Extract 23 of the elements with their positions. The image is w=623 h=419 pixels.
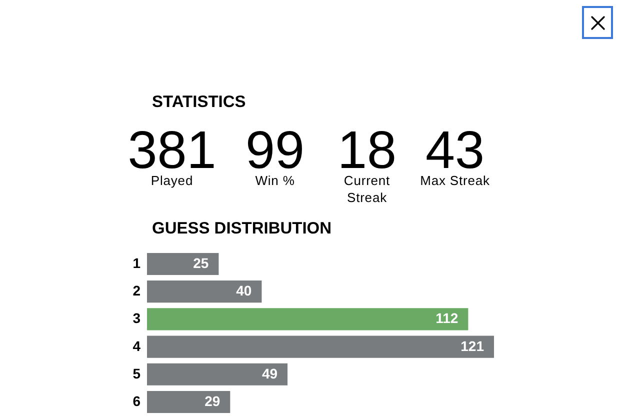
data-label: 121 <box>460 338 484 354</box>
y-tick-label: 3 <box>132 310 141 326</box>
data-label: 25 <box>193 255 209 271</box>
data-label: 112 <box>436 310 458 326</box>
chart-title: GUESS DISTRIBUTION <box>152 220 332 238</box>
category-label: Current Streak <box>342 172 392 206</box>
text: STATISTICS <box>152 92 246 112</box>
category-label: Max Streak <box>420 172 490 190</box>
bar <box>147 280 262 303</box>
y-tick-label: 6 <box>132 392 141 409</box>
bar <box>147 308 468 330</box>
data-label: 29 <box>204 392 220 409</box>
data-label: 40 <box>236 282 252 299</box>
y-tick-label: 1 <box>132 255 141 271</box>
bar <box>147 336 494 358</box>
y-tick-label: 4 <box>132 338 141 354</box>
y-tick-label: 2 <box>132 282 141 299</box>
bar <box>147 363 288 386</box>
bar <box>147 390 230 414</box>
bar <box>147 252 219 276</box>
data-label: 49 <box>262 365 278 382</box>
y-tick-label: 5 <box>132 365 141 382</box>
category-label: Win % <box>255 172 295 190</box>
